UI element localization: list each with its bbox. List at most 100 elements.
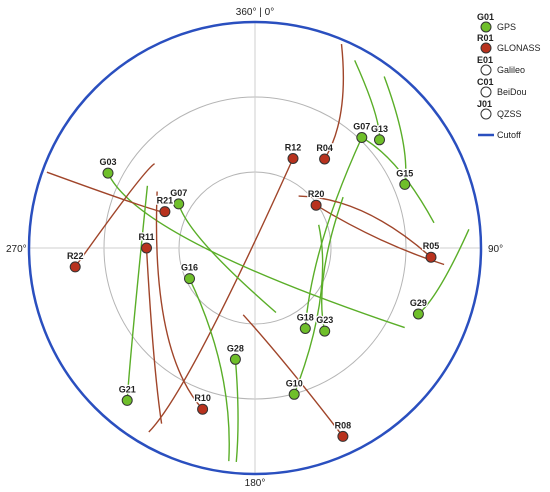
track-g03 (107, 172, 405, 329)
satellite-g10[interactable]: G10 (284, 377, 304, 400)
legend-qzss-id: J01 (477, 99, 492, 109)
satellite-marker[interactable] (141, 242, 152, 254)
satellite-label: G16 (181, 263, 198, 273)
satellite-marker[interactable] (102, 167, 114, 179)
track-r12 (148, 158, 294, 433)
satellite-marker[interactable] (356, 132, 368, 143)
satellite-g07[interactable]: G07 (169, 187, 188, 210)
satellite-label: R20 (308, 189, 325, 199)
satellite-label: R05 (423, 241, 440, 251)
direction-south-label: 180° (245, 478, 266, 489)
satellite-marker[interactable] (197, 403, 209, 415)
satellite-label: G07 (170, 188, 187, 198)
direction-west-label: 270° (6, 244, 27, 255)
satellite-marker[interactable] (287, 153, 299, 164)
direction-north-label: 360° | 0° (236, 7, 274, 18)
legend-galileo-marker (480, 64, 492, 76)
legend-glonass-id: R01 (477, 33, 494, 43)
satellite-marker[interactable] (337, 430, 349, 442)
satellite-g21[interactable]: G21 (117, 383, 137, 406)
direction-east-label: 90° (488, 244, 503, 255)
satellite-marker[interactable] (319, 325, 331, 337)
satellite-label: G21 (119, 384, 136, 394)
satellite-r12[interactable]: R12 (284, 141, 302, 164)
satellite-g15[interactable]: G15 (395, 167, 415, 190)
legend-gps-marker (480, 21, 492, 33)
satellite-label: G07 (353, 122, 370, 132)
satellite-label: R12 (285, 143, 302, 153)
track-r10 (155, 191, 204, 410)
satellite-label: G13 (371, 124, 388, 134)
track-g18 (304, 137, 363, 329)
legend-qzss-name: QZSS (497, 109, 522, 119)
satellite-label: G15 (396, 168, 413, 178)
legend-glonass-name: GLONASS (497, 43, 541, 53)
satellite-marker[interactable] (299, 323, 311, 334)
legend-beidou-id: C01 (477, 77, 494, 87)
legend-galileo-id: E01 (477, 55, 493, 65)
satellite-markers: G07 R12 G13 R04 G03 R20 G15 G07 G18 R21 R05 R11 G16 R… (66, 120, 440, 442)
satellite-marker[interactable] (159, 206, 171, 218)
legend-cutoff-name: Cutoff (497, 130, 521, 140)
satellite-label: G28 (227, 343, 244, 353)
satellite-r10[interactable]: R10 (193, 392, 212, 415)
satellite-marker[interactable] (121, 394, 133, 406)
satellite-marker[interactable] (310, 199, 322, 211)
track-g07 (361, 136, 435, 224)
satellite-g28[interactable]: G28 (226, 342, 245, 365)
satellite-marker[interactable] (319, 153, 331, 165)
satellite-label: R11 (138, 232, 154, 242)
satellite-r04[interactable]: R04 (315, 142, 334, 165)
satellite-label: R21 (157, 196, 174, 206)
satellite-r22[interactable]: R22 (66, 250, 85, 273)
satellite-g16[interactable]: G16 (180, 261, 199, 285)
satellite-g23[interactable]: G23 (315, 314, 334, 337)
satellite-label: R22 (67, 251, 84, 261)
track-r05 (298, 195, 432, 258)
satellite-g07[interactable]: G07 (352, 120, 372, 143)
satellite-r20[interactable]: R20 (307, 188, 326, 211)
legend-galileo-name: Galileo (497, 65, 525, 75)
legend-glonass-marker (480, 42, 492, 54)
satellite-r11[interactable]: R11 (137, 231, 156, 254)
track-r04 (324, 44, 345, 160)
satellite-label: G29 (410, 298, 427, 308)
satellite-marker[interactable] (399, 178, 411, 190)
track-g07 (178, 203, 277, 314)
satellite-g18[interactable]: G18 (296, 311, 315, 334)
legend-beidou-marker (480, 86, 492, 98)
track-r22 (74, 163, 156, 268)
legend-gps-id: G01 (477, 12, 494, 22)
legend-gps-name: GPS (497, 22, 516, 32)
cutoff-circle (27, 20, 483, 476)
satellite-label: G23 (316, 315, 333, 325)
satellite-label: G10 (286, 378, 303, 388)
satellite-g29[interactable]: G29 (409, 297, 428, 320)
legend-beidou-name: BeiDou (497, 87, 527, 97)
satellite-g03[interactable]: G03 (98, 156, 118, 179)
satellite-marker[interactable] (374, 134, 385, 146)
satellite-r21[interactable]: R21 (155, 194, 174, 218)
satellite-label: R10 (194, 393, 211, 403)
track-r08 (242, 314, 344, 437)
track-g15 (383, 76, 407, 185)
legend: G01 GPS R01 GLONASS E01 Galileo C01 BeiD… (476, 11, 541, 140)
track-g29 (417, 229, 470, 315)
satellite-marker[interactable] (288, 388, 300, 400)
satellite-marker[interactable] (229, 353, 241, 365)
track-g10 (293, 224, 324, 395)
track-g16 (188, 278, 230, 462)
satellite-r05[interactable]: R05 (422, 240, 440, 263)
satellite-r08[interactable]: R08 (333, 419, 352, 442)
satellite-g13[interactable]: G13 (370, 123, 389, 146)
satellite-marker[interactable] (173, 198, 185, 210)
satellite-marker[interactable] (184, 273, 195, 285)
satellite-marker[interactable] (412, 308, 424, 320)
satellite-label: R08 (335, 420, 352, 430)
satellite-marker[interactable] (69, 261, 81, 273)
track-g28 (234, 359, 239, 462)
track-r11 (145, 247, 163, 424)
satellite-marker[interactable] (425, 251, 437, 263)
satellite-label: R04 (316, 143, 333, 153)
